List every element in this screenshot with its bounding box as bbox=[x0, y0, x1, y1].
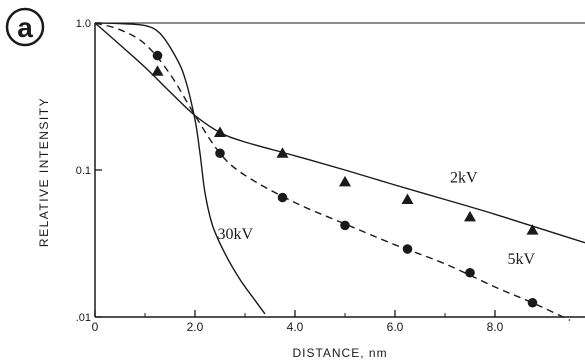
axis-ticks: 0 2.0 4.0 6.0 8.0 1.0 0.1 .01 bbox=[76, 18, 504, 334]
y-tick-label: .01 bbox=[76, 312, 91, 324]
x-tick-label: 6.0 bbox=[387, 320, 404, 334]
series-annotations: 2kV 5kV 30kV bbox=[218, 170, 536, 268]
series-line-5kV bbox=[94, 22, 571, 321]
circle-marker bbox=[152, 50, 163, 61]
y-tick-label: 0.1 bbox=[76, 165, 91, 177]
series-markers bbox=[151, 50, 539, 308]
series-curves bbox=[94, 22, 585, 321]
circle-marker bbox=[527, 297, 538, 308]
x-axis-label: DISTANCE, nm bbox=[292, 346, 387, 360]
x-tick-label: 8.0 bbox=[487, 320, 504, 334]
plot-frame bbox=[94, 22, 585, 318]
series-label: 5kV bbox=[508, 251, 536, 268]
series-line-2kV bbox=[94, 22, 585, 244]
triangle-marker bbox=[339, 175, 351, 187]
triangle-marker bbox=[526, 224, 539, 235]
series-line-30kV bbox=[94, 22, 266, 315]
triangle-marker bbox=[151, 65, 164, 76]
circle-marker bbox=[215, 148, 225, 159]
triangle-marker bbox=[464, 210, 476, 222]
series-label: 30kV bbox=[218, 226, 254, 243]
circle-marker bbox=[340, 220, 350, 231]
circle-marker bbox=[402, 244, 413, 254]
y-tick-label: 1.0 bbox=[76, 18, 91, 30]
circle-marker bbox=[465, 267, 475, 278]
y-axis-label: RELATIVE INTENSITY bbox=[37, 97, 51, 247]
panel-badge: a bbox=[5, 7, 45, 47]
triangle-marker bbox=[276, 147, 289, 158]
series-label: 2kV bbox=[450, 170, 478, 187]
x-tick-label: 0 bbox=[92, 320, 99, 334]
x-tick-label: 2.0 bbox=[187, 320, 204, 334]
panel-label: a bbox=[17, 12, 33, 43]
triangle-marker bbox=[214, 126, 226, 137]
panel-badge-circle bbox=[5, 7, 45, 47]
triangle-marker bbox=[401, 193, 414, 204]
circle-marker bbox=[277, 192, 288, 203]
x-tick-label: 4.0 bbox=[287, 320, 304, 334]
